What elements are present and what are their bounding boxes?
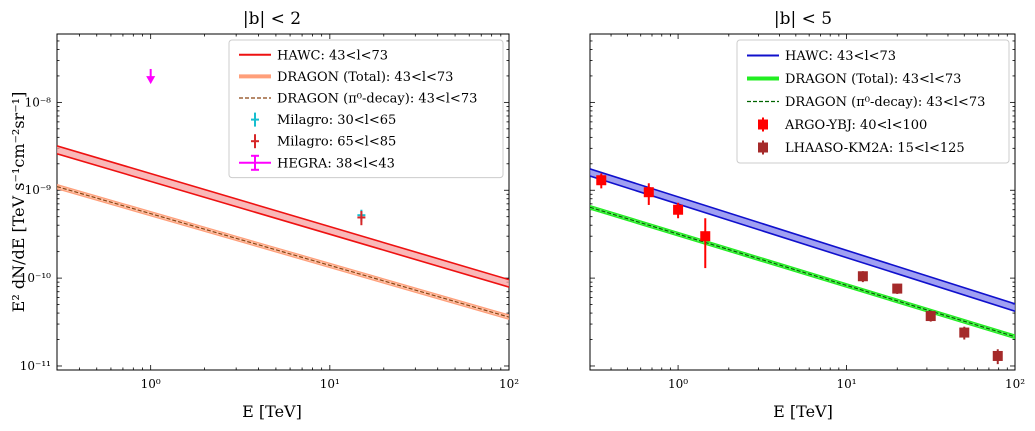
series-0-point <box>643 187 654 198</box>
left-panel: |b| < 2 E [TeV] 10⁰ 10¹ 10² 10⁻¹¹ 10⁻¹⁰ 10⁻⁹ 1… <box>20 9 519 421</box>
dashed-line-0 <box>57 186 509 318</box>
x-tick-label: 10¹ <box>320 377 340 391</box>
series-1-point <box>992 350 1003 361</box>
band-0-upper-line <box>57 145 509 281</box>
plot-frame <box>589 33 1016 371</box>
plot-area <box>590 168 1015 340</box>
band-1-upper-line <box>590 204 1015 336</box>
series-0-point <box>596 175 607 186</box>
x-tick-label: 10² <box>1005 377 1025 391</box>
band-0-lower-line <box>57 153 509 288</box>
legend-label-4: LHAASO-KM2A: 15<l<125 <box>785 141 965 156</box>
band-1-lower-line <box>590 208 1015 340</box>
band-0-fill <box>590 168 1015 312</box>
legend-label-2: DRAGON (π⁰-decay): 43<l<73 <box>277 92 477 107</box>
x-tick-label: 10¹ <box>836 377 856 391</box>
series-0-point <box>700 231 711 242</box>
point-2-limit-arrow <box>146 76 156 85</box>
legend-swatch-4 <box>758 142 768 153</box>
legend-label-3: ARGO-YBJ: 40<l<100 <box>784 118 927 133</box>
x-tick-label: 10² <box>499 377 519 391</box>
legend-label-3: Milagro: 30<l<65 <box>277 113 396 128</box>
left-panel-x-axis-label: E [TeV] <box>242 402 302 421</box>
series-1-point <box>925 311 936 322</box>
legend-box <box>736 39 1010 164</box>
right-panel-x-axis-label: E [TeV] <box>773 402 833 421</box>
y-tick-label: 10⁻⁹ <box>25 183 52 197</box>
legend-box <box>228 39 504 179</box>
y-tick-label: 10⁻¹¹ <box>20 359 51 373</box>
legend-label-0: HAWC: 43<l<73 <box>785 49 896 64</box>
band-1-lower-line <box>57 188 509 320</box>
legend-label-4: Milagro: 65<l<85 <box>277 135 396 150</box>
x-tick-label: 10⁰ <box>668 377 688 391</box>
legend-label-0: HAWC: 43<l<73 <box>277 48 388 63</box>
legend-label-1: DRAGON (Total): 43<l<73 <box>277 70 453 85</box>
right-panel-title: |b| < 5 <box>774 9 832 29</box>
legend-swatch-3 <box>758 119 768 130</box>
y-tick-label: 10⁻⁸ <box>25 95 52 109</box>
plot-frame <box>56 33 510 371</box>
dashed-line-0 <box>590 206 1015 338</box>
series-1-point <box>857 271 868 282</box>
right-panel: |b| < 5 E [TeV] 10⁰ 10¹ 10² HAWC: 43<l<73 DR… <box>589 9 1025 421</box>
series-1-point <box>959 327 970 338</box>
band-0-upper-line <box>590 168 1015 305</box>
legend-label-5: HEGRA: 38<l<43 <box>277 156 395 171</box>
series-0-point <box>673 204 684 215</box>
shared-y-axis-label: E² dN/dE [TeV s⁻¹cm⁻²sr⁻¹] <box>9 92 28 313</box>
series-1-point <box>892 283 903 294</box>
band-0-fill <box>57 145 509 288</box>
left-panel-title: |b| < 2 <box>243 9 301 29</box>
legend-label-2: DRAGON (π⁰-decay): 43<l<73 <box>785 95 985 110</box>
plot-area <box>57 145 509 320</box>
y-tick-label: 10⁻¹⁰ <box>20 271 51 285</box>
band-1-upper-line <box>57 184 509 316</box>
legend-label-1: DRAGON (Total): 43<l<73 <box>785 72 961 87</box>
band-0-lower-line <box>590 175 1015 312</box>
x-tick-label: 10⁰ <box>141 377 161 391</box>
